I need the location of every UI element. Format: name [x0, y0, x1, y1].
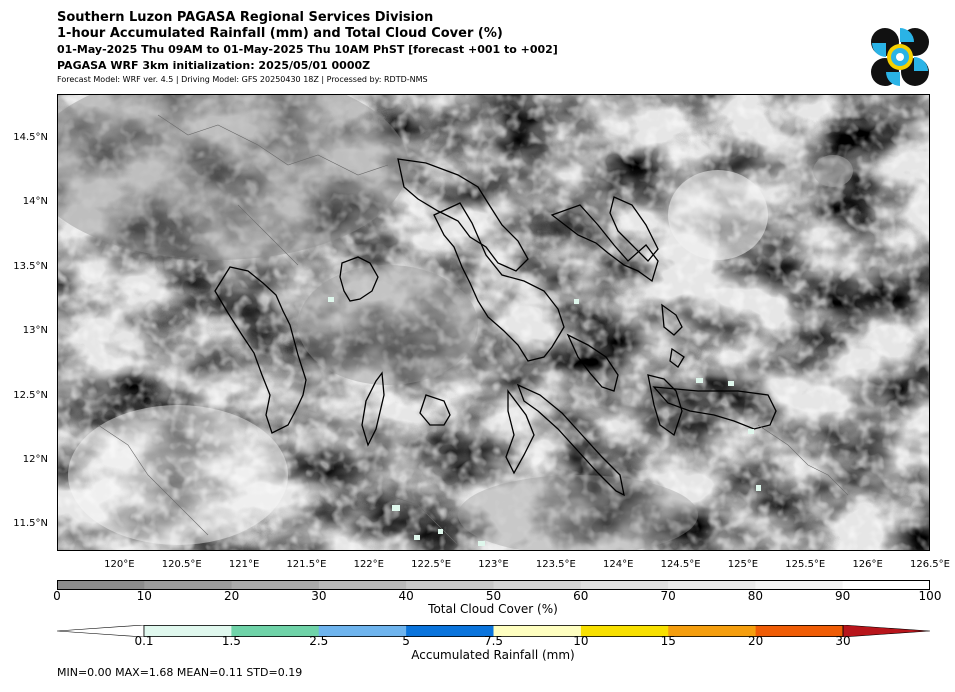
lon-label: 121.5°E [286, 559, 327, 570]
forecast-map [57, 94, 930, 551]
cloud-colorbar-segment [144, 580, 233, 590]
cloud-colorbar-segment [755, 580, 844, 590]
rain-colorbar-segment [580, 625, 669, 637]
rain-colorbar-tick: 10 [573, 634, 589, 648]
rain-colorbar-tick: 1.5 [221, 634, 241, 648]
cloud-colorbar-segment [668, 580, 756, 590]
title-line-3: 01-May-2025 Thu 09AM to 01-May-2025 Thu … [57, 43, 558, 56]
cloud-cover-colorbar [57, 580, 930, 590]
rain-colorbar-outline [143, 625, 844, 637]
rain-colorbar-segment [231, 625, 320, 637]
cloud-colorbar-tick: 80 [747, 589, 764, 603]
rain-colorbar-tick: 7.5 [483, 634, 504, 648]
rain-colorbar-segment [755, 625, 844, 637]
cloud-colorbar-outline [57, 580, 930, 590]
cloud-colorbar-segment [406, 580, 494, 590]
rain-colorbar-segment [406, 625, 494, 637]
lon-label: 120°E [104, 559, 135, 570]
lon-label: 126°E [852, 559, 883, 570]
lat-label: 11.5°N [13, 518, 48, 530]
lat-label: 13°N [22, 325, 48, 337]
rain-colorbar-tick: 2.5 [309, 634, 329, 648]
lat-label: 12°N [22, 453, 48, 465]
title-line-2: 1-hour Accumulated Rainfall (mm) and Tot… [57, 26, 503, 41]
cloud-colorbar-tick: 50 [485, 589, 502, 603]
lon-label: 123.5°E [535, 559, 576, 570]
cloud-colorbar-segment [493, 580, 582, 590]
cloud-colorbar-tick: 10 [136, 589, 152, 603]
cloud-colorbar-tick: 40 [398, 589, 414, 603]
rain-colorbar-tick: 20 [747, 634, 764, 648]
title-line-5: Forecast Model: WRF ver. 4.5 | Driving M… [57, 75, 428, 84]
lon-label: 121°E [228, 559, 260, 570]
cloud-colorbar-segment [842, 580, 930, 590]
lon-label: 125.5°E [785, 559, 826, 570]
lat-label: 14.5°N [13, 132, 48, 144]
cloud-colorbar-label: Total Cloud Cover (%) [428, 602, 558, 616]
cloud-colorbar-tick: 0 [53, 589, 61, 603]
lon-label: 122°E [353, 559, 384, 570]
lon-label: 123°E [478, 559, 509, 570]
cloud-colorbar-tick: 100 [918, 589, 942, 603]
rainfall-specks [328, 297, 761, 546]
rain-colorbar-label: Accumulated Rainfall (mm) [411, 648, 575, 662]
rain-colorbar-tick: 30 [835, 634, 851, 648]
rain-colorbar-segment [493, 625, 582, 637]
lat-label: 13.5°N [13, 260, 48, 272]
rain-colorbar-extend-min [57, 625, 145, 637]
lon-label: 126.5°E [910, 559, 950, 570]
stats-text: MIN=0.00 MAX=1.68 MEAN=0.11 STD=0.19 [57, 666, 303, 679]
rain-colorbar-tick: 15 [660, 634, 676, 648]
lon-label: 124°E [603, 559, 634, 570]
cloud-colorbar-tick: 60 [573, 589, 589, 603]
rain-colorbar-segment [318, 625, 407, 637]
lon-label: 122.5°E [411, 559, 452, 570]
title-line-1: Southern Luzon PAGASA Regional Services … [57, 10, 434, 25]
cloud-colorbar-tick: 70 [660, 589, 676, 603]
cloud-colorbar-segment [580, 580, 669, 590]
rain-colorbar-tick: 5 [402, 634, 410, 648]
cloud-colorbar-segment [57, 580, 145, 590]
cloud-colorbar-segment [318, 580, 407, 590]
lon-label: 125°E [727, 559, 759, 570]
cloud-colorbar-tick: 90 [835, 589, 851, 603]
title-line-4: PAGASA WRF 3km initialization: 2025/05/0… [57, 59, 371, 72]
lat-label: 14°N [22, 196, 48, 208]
rainfall-colorbar [57, 625, 930, 637]
cloud-colorbar-tick: 20 [223, 589, 240, 603]
rain-colorbar-tick: 0.1 [134, 634, 154, 648]
cloud-colorbar-tick: 30 [311, 589, 327, 603]
coastlines [214, 158, 777, 497]
lon-label: 120.5°E [161, 559, 202, 570]
rain-colorbar-segment [144, 625, 232, 637]
map-canvas [58, 95, 929, 550]
admin-boundaries [97, 114, 849, 546]
cloud-colorbar-segment [231, 580, 320, 590]
lon-label: 124.5°E [660, 559, 701, 570]
rain-colorbar-extend-max [842, 625, 930, 637]
rain-colorbar-segment [668, 625, 757, 637]
pagasa-logo [871, 28, 929, 86]
lat-label: 12.5°N [13, 389, 48, 401]
